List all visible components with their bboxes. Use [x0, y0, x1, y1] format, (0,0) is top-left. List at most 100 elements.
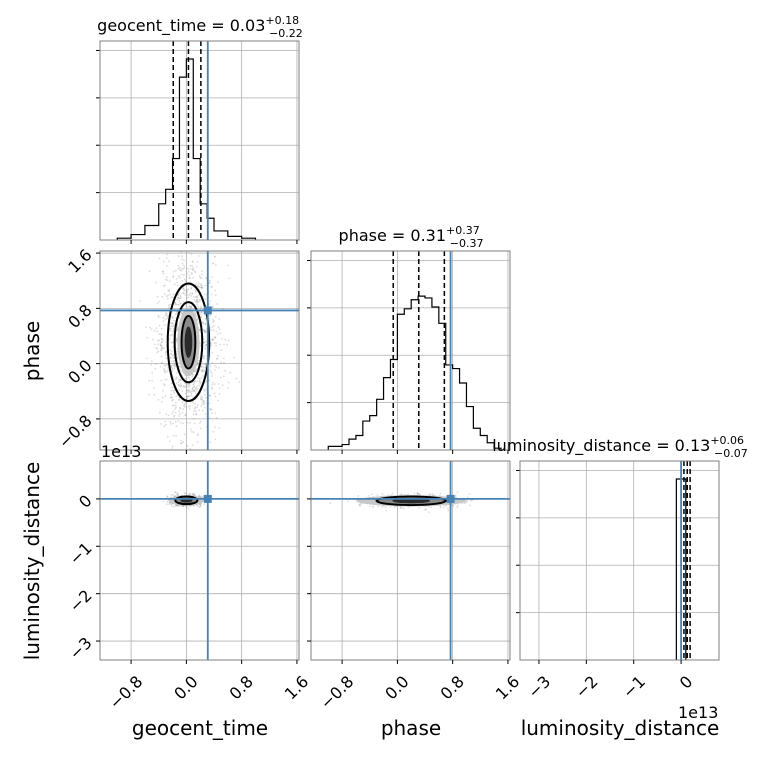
panel-background [520, 461, 719, 660]
sample-point [166, 315, 169, 318]
sample-point [178, 398, 181, 401]
sample-point [188, 384, 191, 387]
sample-point [213, 342, 216, 344]
sample-point [170, 341, 173, 344]
sample-point [399, 505, 402, 508]
sample-point [198, 494, 201, 496]
sample-point [195, 289, 197, 292]
offset-text-y: 1e13 [101, 442, 141, 461]
x-tick-label: 0 [676, 672, 697, 693]
sample-point [172, 493, 175, 496]
sample-point [200, 311, 202, 314]
sample-point [400, 507, 402, 510]
sample-point [205, 344, 208, 346]
sample-point [197, 377, 200, 379]
sample-point [148, 393, 150, 396]
sample-point [169, 334, 172, 337]
sample-point [215, 416, 218, 419]
sample-point [384, 506, 387, 509]
sample-point [165, 311, 167, 314]
sample-point [428, 493, 431, 496]
sample-point [161, 390, 164, 392]
sample-point [200, 395, 203, 397]
sample-point [172, 276, 175, 278]
sample-point [165, 351, 168, 353]
x-tick-label: 0.8 [226, 672, 257, 703]
sample-point [198, 311, 201, 314]
sample-point [193, 493, 196, 496]
sample-point [209, 300, 212, 302]
sample-point [163, 347, 165, 349]
sample-point [209, 394, 211, 397]
sample-point [187, 305, 190, 308]
sample-point [174, 301, 176, 304]
sample-point [157, 339, 160, 342]
sample-point [189, 428, 192, 431]
sample-point [214, 336, 217, 339]
sample-point [190, 287, 193, 290]
sample-point [181, 280, 184, 282]
sample-point [209, 407, 212, 410]
sample-point [200, 398, 203, 401]
sample-point [185, 304, 188, 307]
title-plus-error: +0.18 [265, 14, 299, 27]
sample-point [174, 411, 177, 414]
sample-point [195, 300, 197, 303]
sample-point [371, 506, 374, 508]
sample-point [202, 355, 205, 357]
sample-point [168, 306, 171, 309]
sample-point [445, 504, 447, 507]
sample-point [168, 288, 171, 291]
sample-point [174, 269, 177, 272]
sample-point [191, 395, 194, 398]
sample-point [171, 322, 174, 324]
sample-point [200, 366, 203, 368]
sample-point [182, 408, 185, 411]
sample-point [372, 505, 375, 508]
sample-point [204, 362, 207, 365]
sample-point [188, 395, 191, 398]
sample-point [210, 344, 212, 347]
sample-point [148, 270, 151, 273]
sample-point [175, 395, 178, 398]
sample-point [211, 384, 214, 386]
sample-point [185, 505, 188, 508]
sample-point [173, 414, 176, 417]
sample-point [217, 326, 220, 329]
sample-point [198, 409, 201, 412]
sample-point [191, 388, 194, 391]
sample-point [203, 293, 206, 296]
sample-point [177, 303, 180, 306]
sample-point [195, 368, 198, 371]
sample-point [210, 372, 213, 375]
sample-point [175, 376, 178, 379]
sample-point [205, 330, 208, 333]
sample-point [391, 492, 394, 495]
sample-point [385, 509, 387, 512]
sample-point [180, 384, 183, 387]
panel-title: geocent_time = 0.03+0.18 −0.22 [97, 14, 303, 40]
sample-point [214, 294, 217, 297]
sample-point [238, 381, 241, 383]
sample-point [465, 501, 468, 504]
sample-point [175, 372, 178, 374]
sample-point [178, 365, 181, 368]
sample-point [199, 276, 202, 279]
sample-point [209, 441, 212, 444]
sample-point [215, 342, 218, 344]
sample-point [187, 303, 190, 305]
sample-point [176, 326, 179, 329]
sample-point [169, 349, 172, 352]
sample-point [169, 396, 172, 399]
panel-frame [310, 250, 511, 451]
panel-frame [99, 250, 300, 451]
sample-point [199, 396, 202, 399]
sample-point [177, 296, 180, 299]
sample-point [212, 321, 215, 323]
sample-point [190, 390, 193, 393]
sample-point [160, 344, 163, 347]
sample-point [220, 338, 223, 340]
sample-point [166, 317, 169, 320]
title-phase: phase = 0.31+0.37 −0.37 [339, 224, 484, 250]
sample-point [164, 370, 167, 372]
